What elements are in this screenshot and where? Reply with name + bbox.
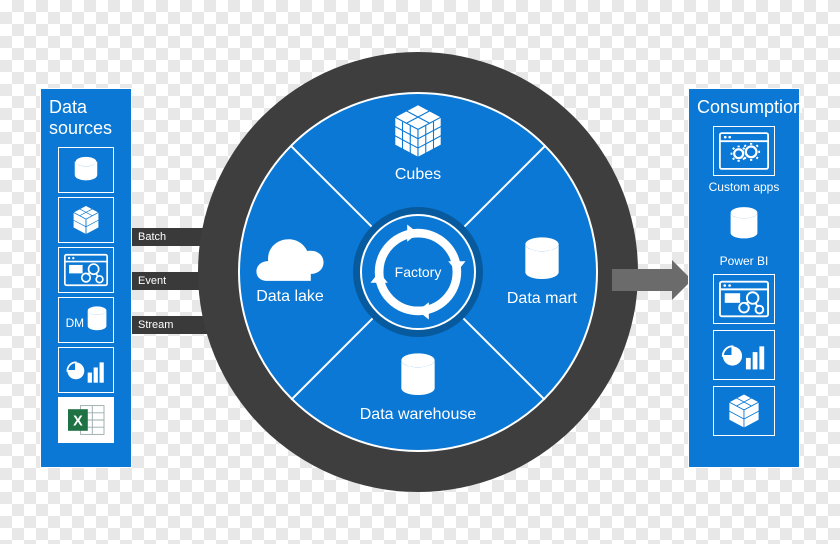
consumption-label: Custom apps xyxy=(697,180,791,194)
database-icon xyxy=(395,352,441,402)
data-sources-title: Data sources xyxy=(49,97,123,139)
consumption-powerbi xyxy=(713,200,775,250)
quadrant-label: Data lake xyxy=(220,288,360,306)
quadrant-label: Data mart xyxy=(472,290,612,308)
source-charts xyxy=(58,347,114,393)
charts-icon xyxy=(64,353,108,387)
source-database xyxy=(58,147,114,193)
flow-label: Batch xyxy=(132,228,208,246)
consumption-title: Consumption xyxy=(697,97,791,118)
flow-label: Stream xyxy=(132,316,208,334)
database-icon xyxy=(71,155,101,185)
consumption-dashboard xyxy=(713,274,775,324)
source-dashboard xyxy=(58,247,114,293)
diagram-stage: Data sources DM X Batch Event Stream xyxy=(0,0,840,544)
output-arrow xyxy=(612,260,692,300)
dashboard-icon xyxy=(719,280,769,318)
svg-text:X: X xyxy=(73,413,83,429)
source-excel: X xyxy=(58,397,114,443)
excel-icon: X xyxy=(66,402,106,438)
quadrant-label: Cubes xyxy=(348,166,488,184)
quadrant-datalake: Data lake xyxy=(220,236,360,306)
database-icon xyxy=(726,206,762,244)
quadrant-warehouse: Data warehouse xyxy=(348,352,488,424)
consumption-custom-apps xyxy=(713,126,775,176)
cube-icon xyxy=(387,100,449,162)
cloud-icon xyxy=(253,236,327,284)
svg-text:DM: DM xyxy=(66,316,85,330)
data-sources-panel: Data sources DM X xyxy=(40,88,132,468)
database-icon xyxy=(519,236,565,286)
flow-label: Event xyxy=(132,272,208,290)
cube-icon xyxy=(69,203,103,237)
custom-apps-icon xyxy=(719,132,769,170)
factory-hub: Factory xyxy=(360,214,476,330)
cube-icon xyxy=(724,391,764,431)
consumption-label: Power BI xyxy=(697,254,791,268)
quadrant-datamart: Data mart xyxy=(472,236,612,308)
consumption-charts xyxy=(713,330,775,380)
hub-label: Factory xyxy=(395,264,442,280)
source-cube xyxy=(58,197,114,243)
consumption-cube xyxy=(713,386,775,436)
consumption-panel: Consumption Custom apps Power BI xyxy=(688,88,800,468)
charts-icon xyxy=(719,336,769,374)
enterprise-wheel: Enterprise data directory Cubes Data mar… xyxy=(198,52,638,492)
dashboard-icon xyxy=(64,253,108,287)
quadrant-label: Data warehouse xyxy=(348,406,488,424)
database-labeled-icon: DM xyxy=(62,303,110,337)
quadrant-cubes: Cubes xyxy=(348,100,488,184)
source-datamart: DM xyxy=(58,297,114,343)
